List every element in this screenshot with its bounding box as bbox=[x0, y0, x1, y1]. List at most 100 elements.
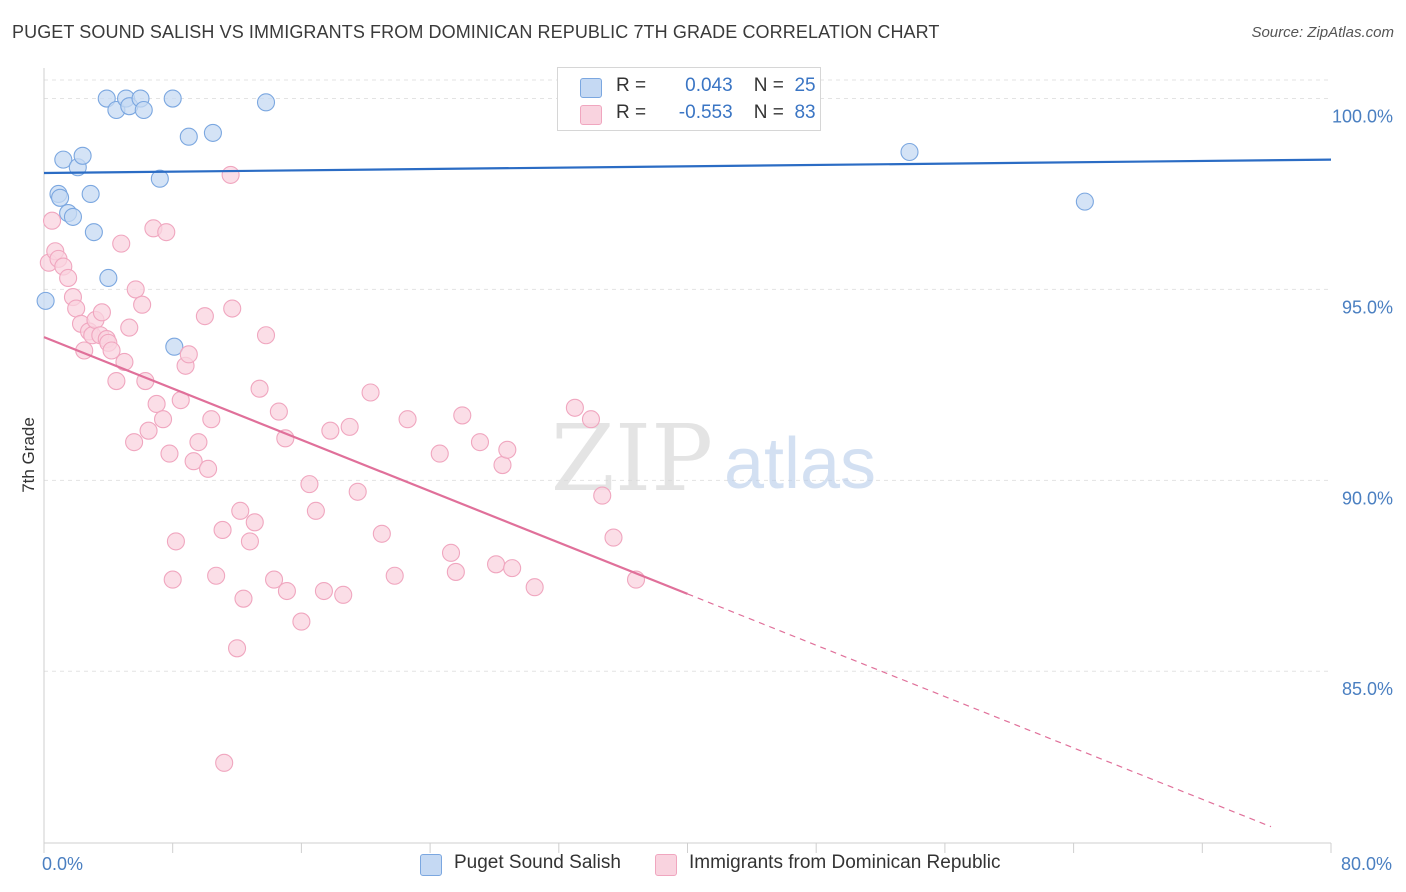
trend-line-extension-series1 bbox=[687, 593, 1272, 828]
point-series1-18 bbox=[107, 372, 126, 391]
legend-n-value-dominican: 83 bbox=[794, 102, 816, 123]
point-series1-22 bbox=[125, 433, 144, 452]
watermark-atlas: atlas bbox=[724, 424, 876, 504]
point-series0-2 bbox=[51, 188, 70, 207]
y-tick-labels: 100.0% 95.0% 90.0% 85.0% bbox=[1332, 107, 1393, 700]
point-series1-21 bbox=[120, 318, 139, 337]
point-series1-53 bbox=[256, 326, 276, 345]
point-series1-43 bbox=[213, 520, 232, 539]
watermark: ZIP atlas bbox=[551, 405, 876, 512]
point-series1-48 bbox=[231, 501, 250, 520]
point-series1-55 bbox=[269, 402, 288, 421]
trend-lines bbox=[43, 158, 1332, 828]
legend-n-value-salish: 25 bbox=[794, 75, 816, 96]
point-series1-59 bbox=[300, 475, 319, 494]
trend-line-series0 bbox=[43, 158, 1332, 175]
point-series1-57 bbox=[277, 581, 296, 601]
point-series1-19 bbox=[112, 234, 131, 253]
point-series1-79 bbox=[525, 578, 544, 597]
legend-n-label: N = bbox=[753, 102, 784, 123]
point-series1-1 bbox=[42, 211, 62, 230]
point-series0-8 bbox=[81, 184, 100, 204]
point-series1-32 bbox=[163, 570, 182, 589]
point-series0-18 bbox=[163, 89, 182, 108]
point-series0-24 bbox=[1075, 192, 1094, 211]
x-tick-label-min: 0.0% bbox=[42, 854, 83, 874]
point-series1-67 bbox=[372, 524, 391, 543]
legend-r-label: R = bbox=[616, 75, 647, 96]
point-series1-51 bbox=[245, 513, 264, 532]
point-series1-61 bbox=[314, 581, 333, 601]
point-series1-82 bbox=[593, 486, 612, 505]
point-series1-62 bbox=[321, 421, 340, 440]
point-series1-70 bbox=[430, 444, 449, 463]
point-series1-80 bbox=[565, 398, 584, 417]
point-series1-64 bbox=[340, 417, 359, 436]
point-series1-14 bbox=[92, 303, 111, 322]
trend-line-series1 bbox=[43, 336, 688, 595]
point-series1-37 bbox=[184, 452, 203, 471]
y-tick-label-3: 85.0% bbox=[1342, 679, 1393, 699]
point-series1-46 bbox=[223, 299, 242, 318]
point-series1-29 bbox=[153, 410, 173, 429]
point-series1-17 bbox=[102, 341, 121, 360]
point-series1-26 bbox=[139, 421, 158, 440]
point-series1-73 bbox=[453, 406, 472, 425]
point-series1-30 bbox=[157, 223, 176, 242]
y-tick-label-2: 90.0% bbox=[1342, 488, 1393, 508]
point-series0-17 bbox=[150, 169, 169, 188]
point-series0-9 bbox=[84, 223, 103, 242]
point-series0-20 bbox=[179, 127, 198, 146]
point-series1-33 bbox=[166, 532, 185, 551]
y-tick-label-0: 100.0% bbox=[1332, 107, 1393, 127]
point-series1-69 bbox=[398, 410, 417, 429]
point-series1-60 bbox=[306, 501, 325, 520]
point-series1-42 bbox=[207, 566, 226, 585]
point-series1-5 bbox=[59, 268, 78, 288]
y-axis-label: 7th Grade bbox=[19, 417, 38, 493]
correlation-legend: R = 0.043 N = 25 R = -0.553 N = 83 bbox=[557, 67, 821, 131]
legend-r-label: R = bbox=[616, 102, 647, 123]
legend-n-label: N = bbox=[753, 75, 784, 96]
watermark-zip: ZIP bbox=[551, 405, 713, 512]
point-series1-45 bbox=[221, 165, 240, 184]
point-series1-44 bbox=[215, 753, 234, 772]
legend-swatch-salish bbox=[580, 78, 602, 98]
point-series1-49 bbox=[234, 589, 253, 608]
point-series1-31 bbox=[160, 444, 179, 463]
bottom-legend-swatch-salish bbox=[420, 854, 442, 876]
point-series1-41 bbox=[202, 410, 221, 429]
point-series1-72 bbox=[446, 562, 465, 581]
point-series1-24 bbox=[133, 295, 152, 314]
legend-text-salish: R = 0.043 N = 25 bbox=[616, 75, 816, 97]
point-series1-66 bbox=[361, 383, 380, 402]
legend-r-value-dominican: -0.553 bbox=[678, 102, 733, 123]
point-series1-71 bbox=[441, 543, 461, 562]
legend-swatch-dominican bbox=[580, 105, 602, 125]
point-series0-0 bbox=[36, 291, 55, 310]
x-ticks bbox=[43, 843, 1332, 853]
y-tick-label-1: 95.0% bbox=[1342, 297, 1393, 317]
point-series0-16 bbox=[134, 100, 153, 120]
point-series1-58 bbox=[292, 612, 311, 631]
point-series0-3 bbox=[54, 150, 73, 169]
point-series1-40 bbox=[199, 459, 218, 478]
point-series0-23 bbox=[900, 142, 919, 162]
legend-text-dominican: R = -0.553 N = 83 bbox=[616, 102, 816, 124]
point-series1-68 bbox=[385, 566, 404, 585]
chart-source: Source: ZipAtlas.com bbox=[1251, 24, 1394, 41]
point-series1-77 bbox=[498, 440, 517, 459]
chart-title: PUGET SOUND SALISH VS IMMIGRANTS FROM DO… bbox=[12, 22, 940, 42]
point-series1-20 bbox=[115, 352, 134, 372]
point-series1-54 bbox=[265, 570, 284, 589]
point-series1-76 bbox=[493, 455, 512, 475]
point-series1-39 bbox=[195, 307, 214, 326]
point-series1-47 bbox=[228, 639, 247, 658]
point-series1-75 bbox=[487, 555, 506, 574]
x-tick-label-max: 80.0% bbox=[1341, 854, 1392, 874]
point-series1-38 bbox=[189, 433, 208, 452]
bottom-legend-label-dominican: Immigrants from Dominican Republic bbox=[689, 852, 1001, 873]
point-series1-28 bbox=[147, 394, 166, 414]
point-series0-5 bbox=[63, 207, 83, 226]
